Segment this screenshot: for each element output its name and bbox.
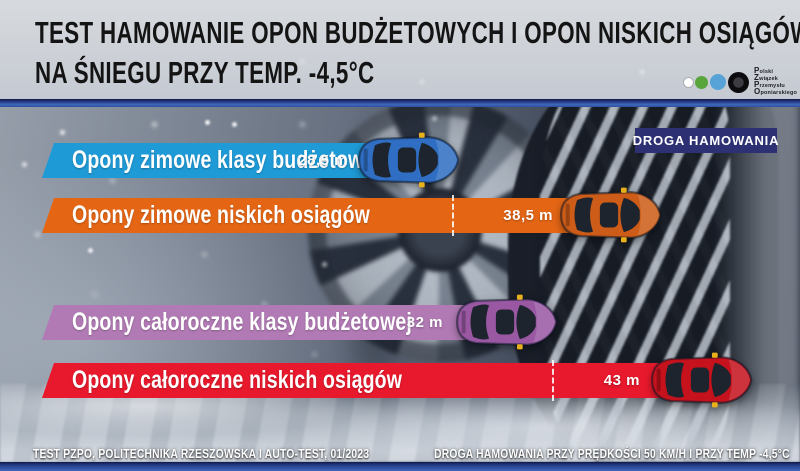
logo-circle-green (695, 75, 708, 89)
bar-winter-budget: Opony zimowe klasy budżetowej (42, 143, 405, 178)
value-allseason-low-performance: 43 m (603, 372, 640, 389)
footer-source-note: TEST PZPO, POLITECHNIKA RZESZOWSKA I AUT… (33, 447, 370, 461)
logo-text-line: Oponiarskiego (754, 87, 798, 97)
value-winter-budget: 28,5 m (298, 152, 348, 169)
logo-circle-blue (710, 74, 726, 90)
value-winter-low-performance: 38,5 m (503, 207, 553, 224)
bar-label: Opony całoroczne niskich osiągów (72, 366, 403, 394)
logo-text: Polski Związek Przemysłu Oponiarskiego (754, 66, 798, 97)
logo-circle-white (684, 77, 693, 87)
car-icon-winter-budget (350, 131, 464, 189)
reference-dashed-line-2 (552, 360, 554, 401)
page-title: TEST HAMOWANIE OPON BUDŻETOWYCH I OPON N… (35, 13, 800, 93)
car-icon-allseason-budget (448, 293, 562, 351)
header-band: TEST HAMOWANIE OPON BUDŻETOWYCH I OPON N… (0, 0, 800, 99)
value-allseason-budget: 32 m (406, 314, 443, 331)
divider-strip-bottom (0, 462, 800, 471)
logo-text-line: Polski (754, 66, 774, 76)
logo-circle-black (728, 71, 749, 93)
braking-distance-badge: DROGA HAMOWANIA (632, 128, 780, 153)
reference-dashed-line-1 (452, 195, 454, 236)
car-icon-winter-low-performance (552, 186, 666, 244)
title-line-1: TEST HAMOWANIE OPON BUDŻETOWYCH I OPON N… (35, 15, 800, 50)
badge-label: DROGA HAMOWANIA (632, 133, 780, 148)
bar-allseason-budget: Opony całoroczne klasy budżetowej (42, 305, 512, 340)
footer-test-conditions: DROGA HAMOWANIA PRZY PRĘDKOŚCI 50 KM/H I… (434, 447, 790, 461)
bar-winter-low-performance: Opony zimowe niskich osiągów (42, 198, 610, 233)
logo-text-line: Przemysłu (754, 80, 785, 90)
divider-strip-top (0, 99, 800, 107)
pzpo-logo: Polski Związek Przemysłu Oponiarskiego (684, 68, 797, 96)
bar-label: Opony zimowe klasy budżetowej (72, 146, 380, 174)
bar-allseason-low-performance: Opony całoroczne niskich osiągów (42, 363, 702, 398)
bar-label: Opony całoroczne klasy budżetowej (72, 308, 412, 336)
logo-text-line: Związek (754, 73, 779, 83)
bar-label: Opony zimowe niskich osiągów (72, 201, 371, 229)
snowflakes-header-decor (0, 0, 4, 4)
car-icon-allseason-low-performance (643, 351, 757, 409)
title-line-2: NA ŚNIEGU PRZY TEMP. -4,5°C (35, 55, 375, 90)
